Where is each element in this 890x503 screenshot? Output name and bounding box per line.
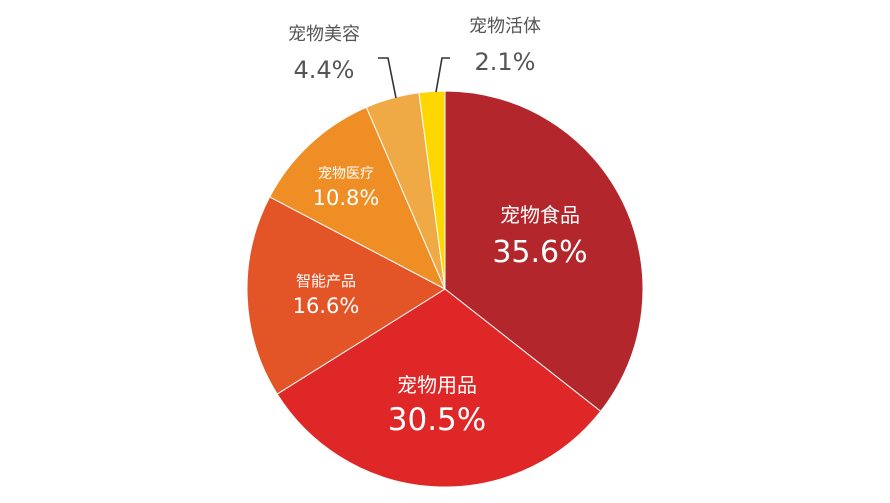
slice-value-label-5: 4.4% [294,56,355,84]
slice-value-label-2: 30.5% [388,402,486,438]
slice-value-label-4: 10.8% [313,186,380,210]
slice-category-label-4: 宠物医疗 [318,166,374,182]
slice-category-label-5: 宠物美容 [288,24,360,45]
pie-slice-4 [269,106,447,291]
slice-labels: 宠物食品 35.6% 宠物用品 30.5% 智能产品 16.6% 宠物医疗 10.8% 宠物美容… [288,16,588,438]
slice-category-label-6: 宠物活体 [469,16,541,37]
leader-line-5 [378,57,397,99]
pie-slice-2 [276,288,602,488]
pie-slice-6 [418,90,446,290]
leader-lines [378,57,450,99]
pie-slices [246,90,644,488]
slice-category-label-2: 宠物用品 [397,373,477,397]
slice-value-label-1: 35.6% [492,235,587,270]
slice-value-label-3: 16.6% [293,294,360,318]
slice-category-label-3: 智能产品 [296,272,356,290]
leader-line-6 [435,57,450,93]
slice-value-label-6: 2.1% [475,48,536,76]
pie-slice-1 [444,90,644,413]
pie-slice-3 [246,196,447,395]
slice-category-label-1: 宠物食品 [500,203,580,227]
